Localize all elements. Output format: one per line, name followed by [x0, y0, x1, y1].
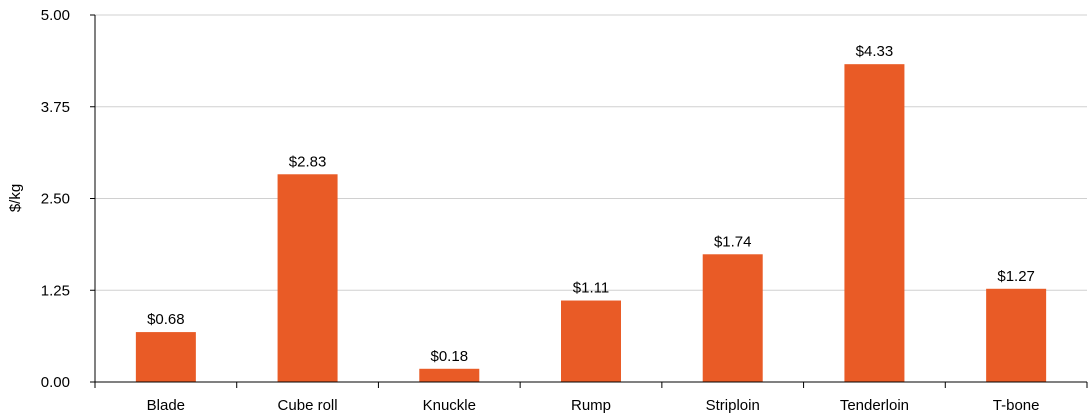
- x-tick-label: Blade: [147, 397, 185, 414]
- x-tick-label: Tenderloin: [840, 397, 909, 414]
- y-tick-label: 3.75: [41, 99, 70, 116]
- tick-labels: 0.00 1.25 2.50 3.75 5.00 Blade Cube roll Knuckl…: [41, 7, 1040, 414]
- bar: [419, 368, 480, 382]
- bar: [986, 288, 1047, 382]
- bars: [135, 64, 1047, 382]
- grid: [95, 14, 1087, 291]
- bar: [277, 174, 338, 382]
- data-label: $1.74: [714, 233, 752, 250]
- bar: [844, 64, 905, 382]
- data-labels: $0.68 $2.83 $0.18 $1.11 $1.74 $4.33 $1.27: [147, 43, 1035, 365]
- y-tick-label: 0.00: [41, 374, 70, 391]
- y-axis-title: $/kg: [7, 184, 24, 212]
- data-label: $1.27: [997, 268, 1035, 285]
- bar: [561, 300, 621, 382]
- bar: [702, 254, 763, 382]
- x-tick-label: Cube roll: [278, 397, 338, 414]
- x-tick-label: Knuckle: [423, 397, 476, 414]
- y-tick-label: 1.25: [41, 282, 70, 299]
- data-label: $1.11: [573, 280, 609, 297]
- data-label: $2.83: [289, 153, 327, 170]
- x-tick-label: Striploin: [706, 397, 760, 414]
- data-label: $4.33: [856, 43, 894, 60]
- axes: [90, 14, 1088, 388]
- data-label: $0.68: [147, 311, 185, 328]
- bar: [135, 332, 196, 382]
- y-tick-label: 5.00: [41, 7, 70, 24]
- y-tick-label: 2.50: [41, 191, 70, 208]
- x-tick-label: Rump: [571, 397, 611, 414]
- data-label: $0.18: [431, 348, 469, 365]
- x-tick-label: T-bone: [993, 397, 1040, 414]
